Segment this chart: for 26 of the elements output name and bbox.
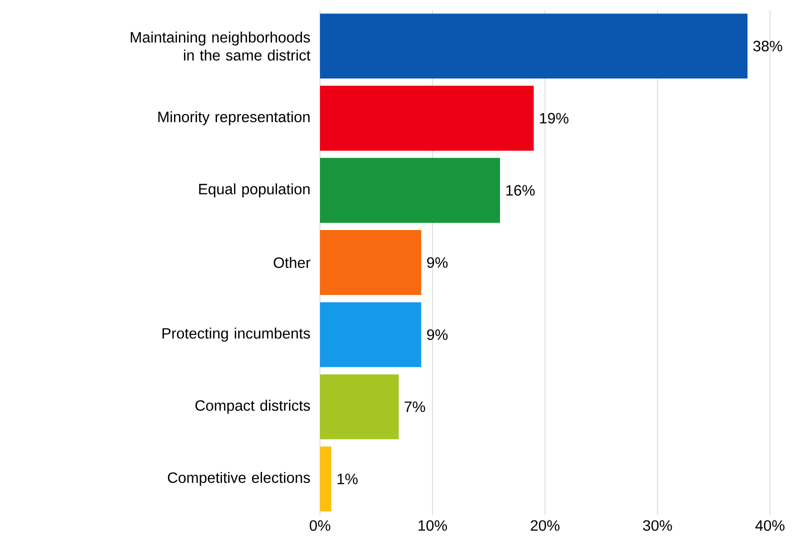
bar [320, 158, 500, 223]
data-label: 1% [338, 474, 358, 484]
bar [320, 14, 748, 79]
data-label: 9% [427, 329, 448, 340]
x-tick-label: 40% [755, 520, 784, 531]
bar [320, 446, 332, 512]
x-tick-label: 30% [643, 520, 672, 531]
data-label: 9% [427, 257, 448, 268]
y-tick-label: Maintaining neighborhoods in the same district [130, 32, 310, 61]
x-tick-label: 10% [418, 520, 447, 531]
y-tick-label: Minority representation [158, 111, 310, 126]
bar [320, 302, 422, 368]
data-label: 19% [540, 112, 568, 124]
data-label: 7% [404, 402, 426, 412]
x-tick-label: 0% [310, 520, 330, 531]
bar [320, 374, 399, 440]
data-label: 38% [753, 40, 782, 52]
y-tick-label: Protecting incumbents [162, 328, 310, 342]
y-tick-label: Equal population [199, 183, 310, 198]
y-tick-label: Compact districts [195, 400, 310, 414]
data-label: 16% [506, 185, 535, 196]
x-tick-label: 20% [530, 520, 560, 531]
y-tick-label: Other [274, 256, 310, 268]
bar [320, 230, 422, 295]
y-tick-label: Competitive elections [168, 472, 310, 486]
bar [320, 86, 534, 151]
